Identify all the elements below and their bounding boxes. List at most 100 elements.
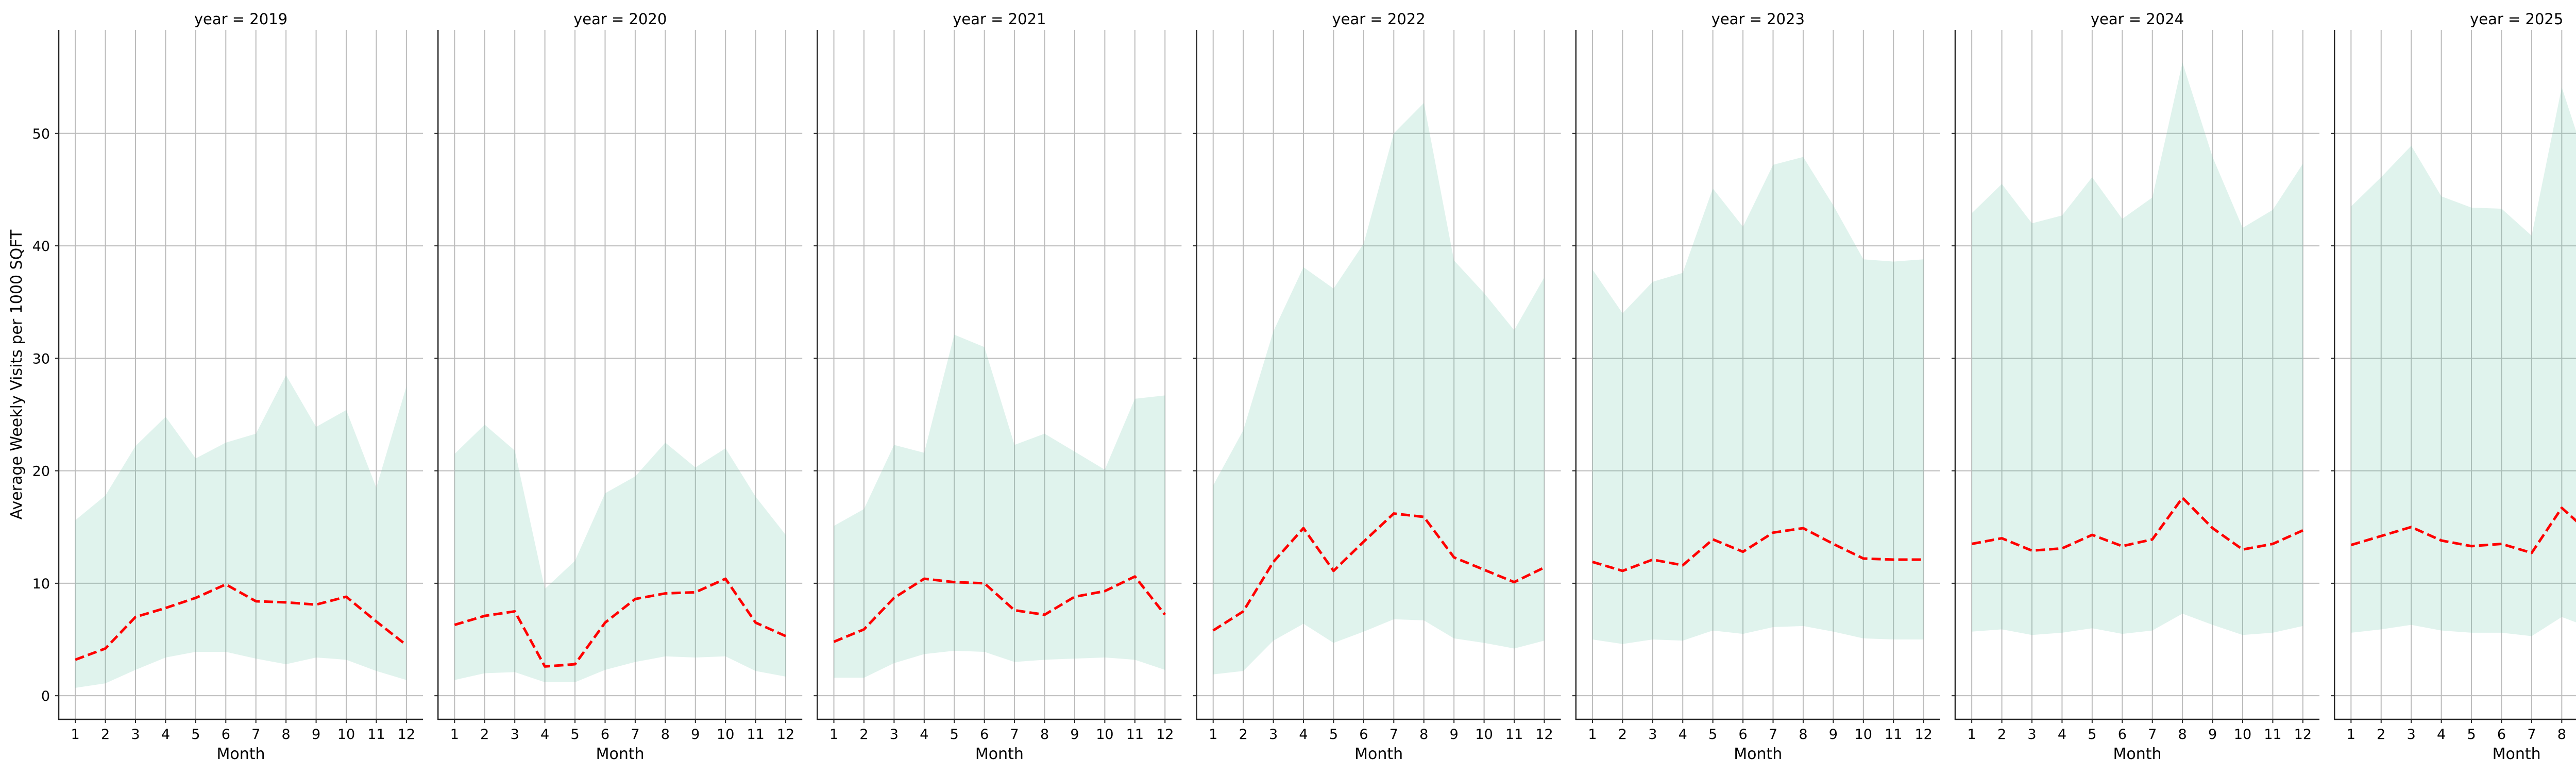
x-tick-label: 4 (2437, 727, 2446, 743)
percentile-band (2351, 87, 2576, 636)
x-tick-label: 12 (1914, 727, 1932, 743)
x-tick-label: 4 (920, 727, 928, 743)
x-tick-label: 4 (1679, 727, 1687, 743)
x-tick-label: 8 (282, 727, 291, 743)
median-line (1971, 496, 2303, 552)
percentile-band (1213, 103, 1545, 675)
x-tick-label: 3 (1648, 727, 1657, 743)
x-tick-label: 3 (131, 727, 140, 743)
x-tick-label: 10 (1855, 727, 1872, 743)
x-tick-label: 6 (2118, 727, 2127, 743)
percentile-band (454, 425, 786, 682)
x-tick-label: 12 (1535, 727, 1553, 743)
x-tick-label: 11 (747, 727, 764, 743)
x-tick-label: 3 (2027, 727, 2036, 743)
percentile-band (834, 334, 1165, 678)
x-axis-title: Month (2113, 745, 2161, 763)
gridlines (2334, 30, 2576, 719)
x-tick-label: 7 (631, 727, 639, 743)
median-line (75, 583, 408, 661)
x-tick-label: 8 (2557, 727, 2566, 743)
x-tick-label: 11 (1126, 727, 1144, 743)
x-tick-label: 2 (1997, 727, 2006, 743)
gridlines (59, 30, 423, 719)
x-tick-label: 2 (480, 727, 489, 743)
x-tick-label: 7 (2527, 727, 2536, 743)
x-tick-label: 1 (450, 727, 459, 743)
gridlines (817, 30, 1182, 719)
x-axis-title: Month (1354, 745, 1403, 763)
percentile-band (1592, 157, 1924, 644)
x-tick-label: 5 (1708, 727, 1717, 743)
x-tick-label: 11 (2264, 727, 2281, 743)
x-tick-label: 2 (1618, 727, 1627, 743)
y-tick-label: 10 (32, 576, 50, 592)
x-tick-label: 3 (2407, 727, 2416, 743)
y-tick-label: 20 (32, 464, 50, 480)
x-tick-label: 1 (1588, 727, 1597, 743)
x-tick-label: 10 (717, 727, 734, 743)
x-tick-label: 6 (980, 727, 989, 743)
x-tick-label: 5 (1329, 727, 1338, 743)
x-axis-title: Month (2493, 745, 2541, 763)
x-tick-label: 8 (1419, 727, 1428, 743)
x-tick-label: 6 (1738, 727, 1747, 743)
gridlines (1196, 30, 1561, 719)
median-line (454, 577, 787, 668)
x-tick-label: 3 (890, 727, 899, 743)
x-tick-label: 5 (950, 727, 959, 743)
x-tick-label: 7 (1010, 727, 1019, 743)
x-tick-label: 5 (2467, 727, 2476, 743)
x-tick-label: 7 (2148, 727, 2157, 743)
gridlines (1575, 30, 1940, 719)
x-axis-title: Month (1734, 745, 1782, 763)
x-tick-label: 12 (1156, 727, 1174, 743)
percentile-band (75, 375, 406, 688)
y-tick-label: 50 (32, 126, 50, 142)
x-axis-title: Month (596, 745, 645, 763)
x-tick-label: 4 (540, 727, 549, 743)
x-tick-label: 10 (337, 727, 355, 743)
x-tick-label: 5 (191, 727, 200, 743)
x-tick-label: 7 (251, 727, 260, 743)
x-tick-label: 9 (691, 727, 700, 743)
x-axis-title: Month (975, 745, 1024, 763)
median-line (2350, 507, 2576, 554)
x-tick-label: 10 (1096, 727, 1113, 743)
panel-title: year = 2022 (1332, 10, 1425, 28)
panel-title: year = 2021 (953, 10, 1046, 28)
x-tick-label: 8 (2178, 727, 2187, 743)
gridlines (438, 30, 803, 719)
x-tick-label: 6 (1359, 727, 1368, 743)
x-tick-label: 8 (1799, 727, 1807, 743)
x-tick-label: 4 (161, 727, 170, 743)
x-tick-label: 8 (661, 727, 670, 743)
x-tick-label: 10 (1475, 727, 1493, 743)
x-tick-label: 2 (859, 727, 868, 743)
x-tick-label: 1 (2347, 727, 2355, 743)
x-tick-label: 9 (1829, 727, 1838, 743)
x-tick-label: 12 (777, 727, 794, 743)
x-tick-label: 12 (398, 727, 415, 743)
x-tick-label: 9 (2208, 727, 2217, 743)
x-tick-label: 3 (511, 727, 519, 743)
x-tick-label: 11 (1885, 727, 1902, 743)
panel-title: year = 2024 (2091, 10, 2184, 28)
y-tick-label: 0 (41, 688, 50, 704)
x-tick-label: 7 (1769, 727, 1777, 743)
gridlines (1955, 30, 2319, 719)
x-tick-label: 2 (2377, 727, 2385, 743)
x-tick-label: 9 (1450, 727, 1459, 743)
y-tick-label: 40 (32, 239, 50, 255)
x-tick-label: 1 (1968, 727, 1976, 743)
x-tick-label: 8 (1040, 727, 1049, 743)
